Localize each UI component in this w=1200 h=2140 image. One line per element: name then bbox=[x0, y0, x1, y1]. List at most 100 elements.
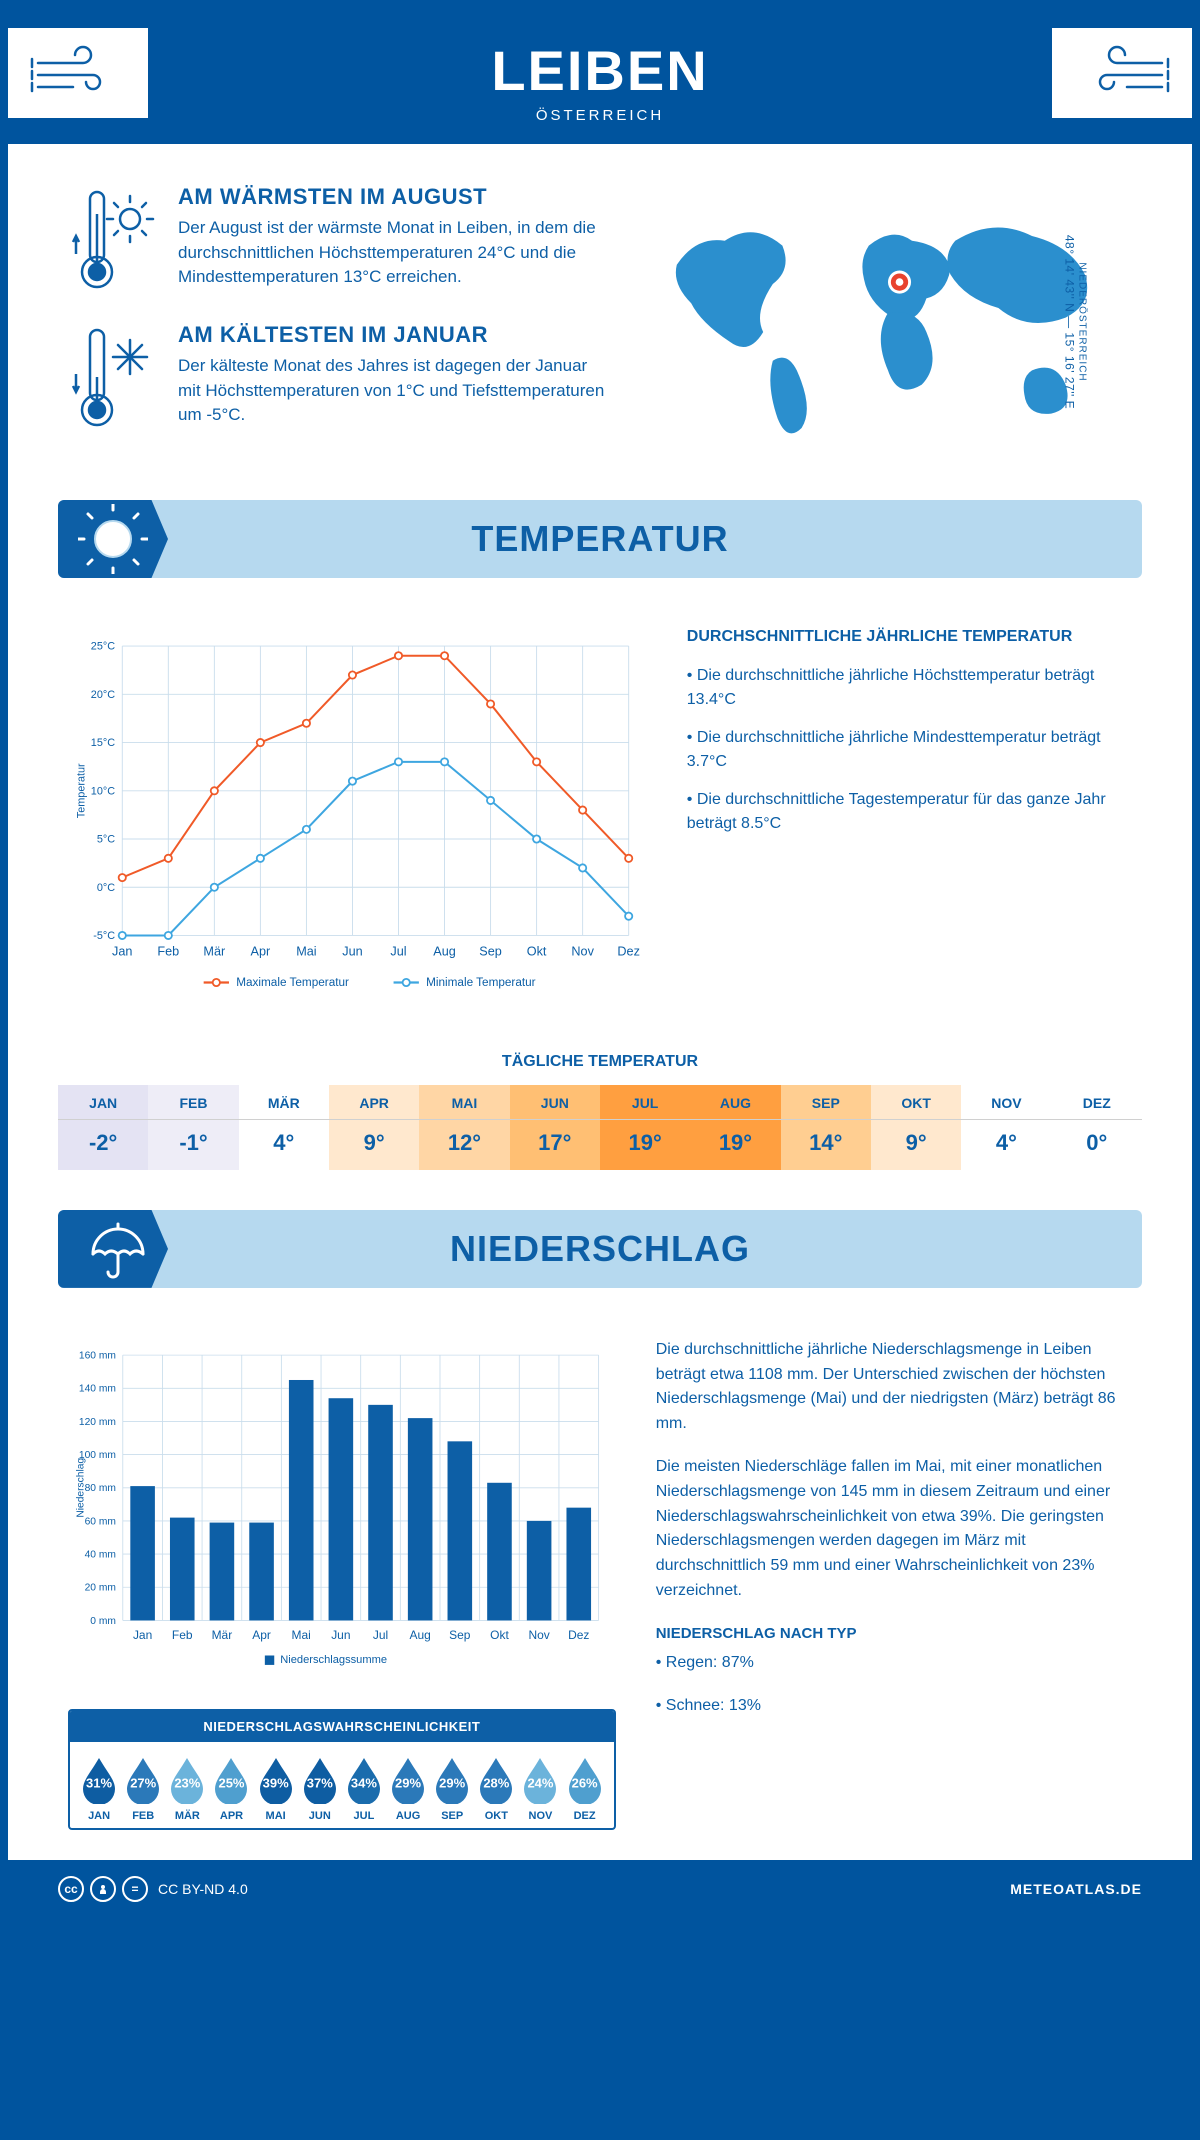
svg-text:80 mm: 80 mm bbox=[85, 1483, 116, 1494]
daily-month: JUN bbox=[510, 1095, 600, 1120]
svg-text:Nov: Nov bbox=[571, 944, 594, 958]
daily-month: MÄR bbox=[239, 1095, 329, 1120]
daily-cell: FEB-1° bbox=[148, 1085, 238, 1170]
svg-text:Mai: Mai bbox=[292, 1628, 311, 1642]
precip-rain: • Regen: 87% bbox=[656, 1651, 1132, 1676]
warmest-fact: AM WÄRMSTEN IM AUGUST Der August ist der… bbox=[68, 184, 604, 294]
svg-text:Niederschlag: Niederschlag bbox=[75, 1457, 86, 1517]
daily-temp-title: TÄGLICHE TEMPERATUR bbox=[8, 1053, 1192, 1071]
temp-info-b3: • Die durchschnittliche Tagestemperatur … bbox=[687, 788, 1132, 836]
svg-text:Temperatur: Temperatur bbox=[75, 763, 87, 818]
temperature-info: DURCHSCHNITTLICHE JÄHRLICHE TEMPERATUR •… bbox=[687, 628, 1132, 1013]
svg-text:Jul: Jul bbox=[390, 944, 406, 958]
prob-drop: 31%JAN bbox=[78, 1756, 120, 1822]
coordinates: NIEDERÖSTERREICH 48° 14' 43'' N — 15° 16… bbox=[1062, 235, 1087, 409]
svg-text:Dez: Dez bbox=[568, 1628, 589, 1642]
temperature-line-chart: -5°C0°C5°C10°C15°C20°C25°CJanFebMärAprMa… bbox=[68, 628, 647, 1013]
daily-cell: MÄR 4° bbox=[239, 1085, 329, 1170]
precip-snow: • Schnee: 13% bbox=[656, 1694, 1132, 1719]
svg-text:15°C: 15°C bbox=[91, 737, 115, 749]
prob-drop: 24%NOV bbox=[519, 1756, 561, 1822]
daily-cell: DEZ 0° bbox=[1052, 1085, 1142, 1170]
daily-value: 0° bbox=[1052, 1130, 1142, 1156]
svg-text:25°C: 25°C bbox=[91, 641, 115, 653]
svg-text:Sep: Sep bbox=[479, 944, 502, 958]
precipitation-probability-box: NIEDERSCHLAGSWAHRSCHEINLICHKEIT 31%JAN27… bbox=[68, 1709, 616, 1830]
svg-text:-5°C: -5°C bbox=[93, 930, 115, 942]
daily-month: JAN bbox=[58, 1095, 148, 1120]
svg-text:Jan: Jan bbox=[133, 1628, 152, 1642]
coldest-text: Der kälteste Monat des Jahres ist dagege… bbox=[178, 354, 604, 428]
page-subtitle: ÖSTERREICH bbox=[48, 107, 1152, 124]
svg-text:Aug: Aug bbox=[433, 944, 456, 958]
coords-region: NIEDERÖSTERREICH bbox=[1076, 235, 1087, 409]
svg-text:10°C: 10°C bbox=[91, 785, 115, 797]
daily-value: 12° bbox=[419, 1130, 509, 1156]
daily-month: AUG bbox=[690, 1095, 780, 1120]
svg-text:Dez: Dez bbox=[617, 944, 640, 958]
daily-value: 17° bbox=[510, 1130, 600, 1156]
svg-text:20 mm: 20 mm bbox=[85, 1582, 116, 1593]
svg-text:Jun: Jun bbox=[342, 944, 362, 958]
warmest-text: Der August ist der wärmste Monat in Leib… bbox=[178, 216, 604, 290]
temp-info-b1: • Die durchschnittliche jährliche Höchst… bbox=[687, 664, 1132, 712]
prob-drop: 28%OKT bbox=[475, 1756, 517, 1822]
svg-text:Maximale Temperatur: Maximale Temperatur bbox=[236, 976, 349, 989]
prob-drop: 34%JUL bbox=[343, 1756, 385, 1822]
svg-text:0 mm: 0 mm bbox=[90, 1616, 116, 1627]
svg-text:Feb: Feb bbox=[157, 944, 179, 958]
daily-value: -2° bbox=[58, 1130, 148, 1156]
prob-title: NIEDERSCHLAGSWAHRSCHEINLICHKEIT bbox=[70, 1711, 614, 1742]
svg-text:Jan: Jan bbox=[112, 944, 132, 958]
prob-drop: 29%SEP bbox=[431, 1756, 473, 1822]
precipitation-bar-chart: 0 mm20 mm40 mm60 mm80 mm100 mm120 mm140 … bbox=[68, 1338, 616, 1685]
daily-cell: JAN -2° bbox=[58, 1085, 148, 1170]
svg-text:Aug: Aug bbox=[410, 1628, 431, 1642]
page-title: LEIBEN bbox=[48, 38, 1152, 103]
svg-text:Sep: Sep bbox=[449, 1628, 471, 1642]
precip-p2: Die meisten Niederschläge fallen im Mai,… bbox=[656, 1455, 1132, 1604]
daily-month: SEP bbox=[781, 1095, 871, 1120]
svg-text:Mär: Mär bbox=[203, 944, 225, 958]
daily-value: 4° bbox=[239, 1130, 329, 1156]
svg-text:Jul: Jul bbox=[373, 1628, 388, 1642]
precipitation-heading: NIEDERSCHLAG bbox=[58, 1228, 1142, 1270]
coldest-title: AM KÄLTESTEN IM JANUAR bbox=[178, 322, 604, 348]
wind-icon bbox=[8, 28, 148, 118]
site-name: METEOATLAS.DE bbox=[1010, 1881, 1142, 1897]
svg-text:Okt: Okt bbox=[527, 944, 547, 958]
sun-icon bbox=[58, 500, 168, 578]
precip-p1: Die durchschnittliche jährliche Niedersc… bbox=[656, 1338, 1132, 1437]
temperature-band: TEMPERATUR bbox=[58, 500, 1142, 578]
prob-drop: 25%APR bbox=[210, 1756, 252, 1822]
svg-text:0°C: 0°C bbox=[97, 882, 115, 894]
svg-text:Jun: Jun bbox=[331, 1628, 350, 1642]
prob-drop: 23%MÄR bbox=[166, 1756, 208, 1822]
world-map: NIEDERÖSTERREICH 48° 14' 43'' N — 15° 16… bbox=[644, 184, 1132, 460]
daily-cell: OKT9° bbox=[871, 1085, 961, 1170]
svg-text:Nov: Nov bbox=[528, 1628, 549, 1642]
svg-text:Niederschlagssumme: Niederschlagssumme bbox=[280, 1654, 387, 1666]
daily-cell: SEP 14° bbox=[781, 1085, 871, 1170]
daily-value: 9° bbox=[329, 1130, 419, 1156]
svg-text:140 mm: 140 mm bbox=[79, 1384, 116, 1395]
daily-month: FEB bbox=[148, 1095, 238, 1120]
daily-value: 14° bbox=[781, 1130, 871, 1156]
svg-text:Okt: Okt bbox=[490, 1628, 509, 1642]
temp-info-b2: • Die durchschnittliche jährliche Mindes… bbox=[687, 726, 1132, 774]
daily-cell: APR 9° bbox=[329, 1085, 419, 1170]
intro-section: AM WÄRMSTEN IM AUGUST Der August ist der… bbox=[8, 144, 1192, 490]
precip-type-heading: NIEDERSCHLAG NACH TYP bbox=[656, 1622, 1132, 1645]
prob-drop: 26%DEZ bbox=[564, 1756, 606, 1822]
header: LEIBEN ÖSTERREICH bbox=[8, 8, 1192, 144]
svg-text:40 mm: 40 mm bbox=[85, 1549, 116, 1560]
umbrella-icon bbox=[58, 1210, 168, 1288]
daily-month: DEZ bbox=[1052, 1095, 1142, 1120]
svg-text:120 mm: 120 mm bbox=[79, 1417, 116, 1428]
daily-month: APR bbox=[329, 1095, 419, 1120]
daily-value: 4° bbox=[961, 1130, 1051, 1156]
temperature-heading: TEMPERATUR bbox=[58, 518, 1142, 560]
prob-drop: 29%AUG bbox=[387, 1756, 429, 1822]
daily-cell: AUG19° bbox=[690, 1085, 780, 1170]
precipitation-text: Die durchschnittliche jährliche Niedersc… bbox=[656, 1338, 1132, 1830]
